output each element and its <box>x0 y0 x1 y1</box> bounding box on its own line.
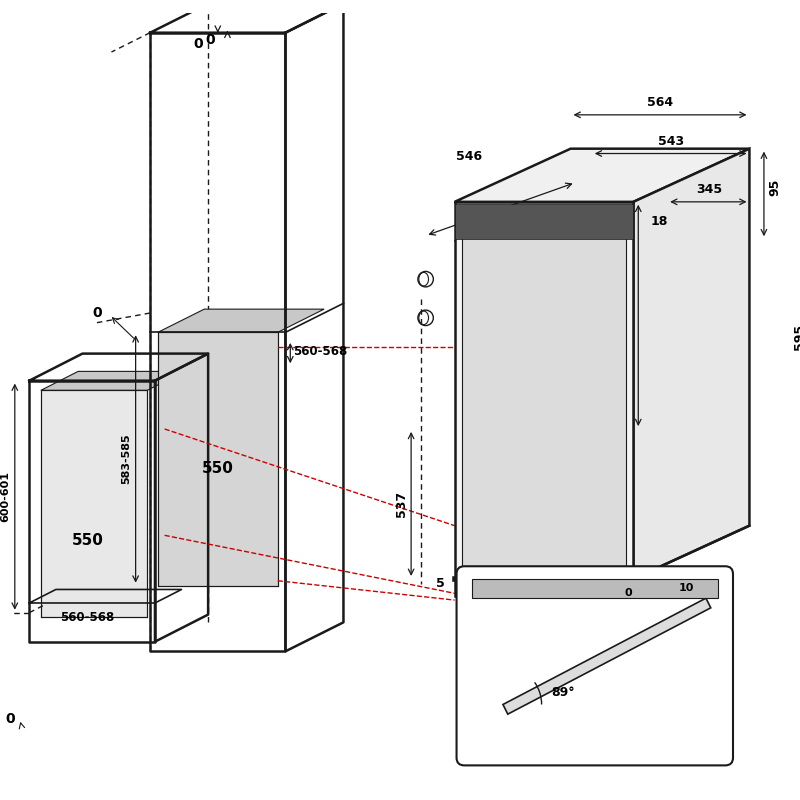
Text: 543: 543 <box>658 134 684 148</box>
Polygon shape <box>158 309 324 332</box>
Polygon shape <box>462 210 626 571</box>
Text: 0: 0 <box>194 38 203 51</box>
Text: 477: 477 <box>596 642 622 654</box>
Text: 572: 572 <box>476 378 489 403</box>
Polygon shape <box>454 202 634 579</box>
Text: 5: 5 <box>436 577 445 590</box>
Polygon shape <box>454 149 750 202</box>
Text: 20: 20 <box>554 597 570 610</box>
Text: 546: 546 <box>456 150 482 163</box>
Polygon shape <box>41 390 147 618</box>
Polygon shape <box>503 598 710 714</box>
Text: 95: 95 <box>769 178 782 196</box>
Text: 89°: 89° <box>551 686 575 699</box>
Text: 560-568: 560-568 <box>60 611 114 624</box>
Polygon shape <box>158 332 278 586</box>
Text: 0: 0 <box>92 306 102 320</box>
Text: 10: 10 <box>679 583 694 594</box>
Polygon shape <box>634 149 750 579</box>
Text: 560-568: 560-568 <box>293 345 347 358</box>
FancyBboxPatch shape <box>457 566 733 766</box>
Text: 550: 550 <box>71 533 103 548</box>
Text: 595: 595 <box>793 324 800 350</box>
Text: 583-585: 583-585 <box>121 434 130 484</box>
Text: 0: 0 <box>625 588 633 598</box>
Text: 564: 564 <box>647 96 673 109</box>
Text: 345: 345 <box>696 183 722 196</box>
Text: 0: 0 <box>5 712 14 726</box>
Polygon shape <box>454 204 634 238</box>
Polygon shape <box>41 371 185 390</box>
Text: 550: 550 <box>202 461 234 476</box>
Text: 0: 0 <box>206 34 215 47</box>
Text: 18: 18 <box>651 214 668 228</box>
Polygon shape <box>472 579 718 598</box>
Text: 600-601: 600-601 <box>0 471 10 522</box>
Text: 537: 537 <box>395 491 408 517</box>
Text: 595: 595 <box>531 610 557 624</box>
